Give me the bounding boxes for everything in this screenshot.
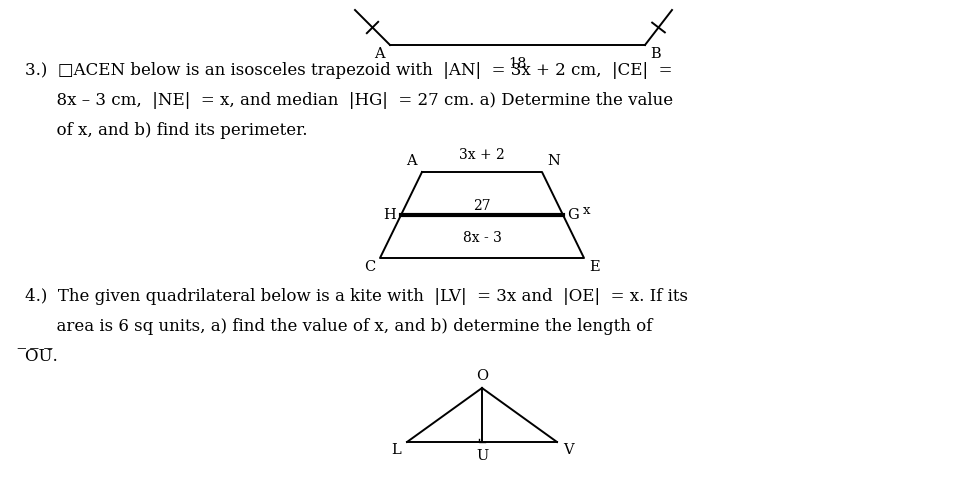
Text: of x, and b) find its perimeter.: of x, and b) find its perimeter. bbox=[25, 122, 307, 139]
Text: H: H bbox=[383, 208, 396, 222]
Text: G: G bbox=[567, 208, 579, 222]
Text: N: N bbox=[547, 154, 560, 168]
Text: area is 6 sq units, a) find the value of x, and b) determine the length of: area is 6 sq units, a) find the value of… bbox=[25, 318, 653, 335]
Text: C: C bbox=[364, 260, 375, 274]
Text: 18: 18 bbox=[508, 57, 527, 71]
Text: E: E bbox=[589, 260, 600, 274]
Text: 3.)  □ACEN below is an isosceles trapezoid with  |AN|  = 3x + 2 cm,  |CE|  =: 3.) □ACEN below is an isosceles trapezoi… bbox=[25, 62, 673, 79]
Text: A: A bbox=[374, 47, 385, 61]
Text: B: B bbox=[650, 47, 660, 61]
Text: 8x – 3 cm,  |NE|  = x, and median  |HG|  = 27 cm. a) Determine the value: 8x – 3 cm, |NE| = x, and median |HG| = 2… bbox=[25, 92, 673, 109]
Text: 4.)  The given quadrilateral below is a kite with  |LV|  = 3x and  |OE|  = x. If: 4.) The given quadrilateral below is a k… bbox=[25, 288, 688, 305]
Text: O: O bbox=[476, 369, 488, 383]
Text: A: A bbox=[406, 154, 417, 168]
Text: 27: 27 bbox=[473, 199, 491, 213]
Text: U: U bbox=[476, 449, 488, 463]
Text: 3x + 2: 3x + 2 bbox=[459, 148, 505, 162]
Text: x: x bbox=[583, 204, 590, 217]
Text: V: V bbox=[563, 443, 574, 457]
Text: ̅O̅U̅.: ̅O̅U̅. bbox=[25, 348, 58, 365]
Text: 8x - 3: 8x - 3 bbox=[463, 231, 501, 245]
Text: L: L bbox=[392, 443, 401, 457]
